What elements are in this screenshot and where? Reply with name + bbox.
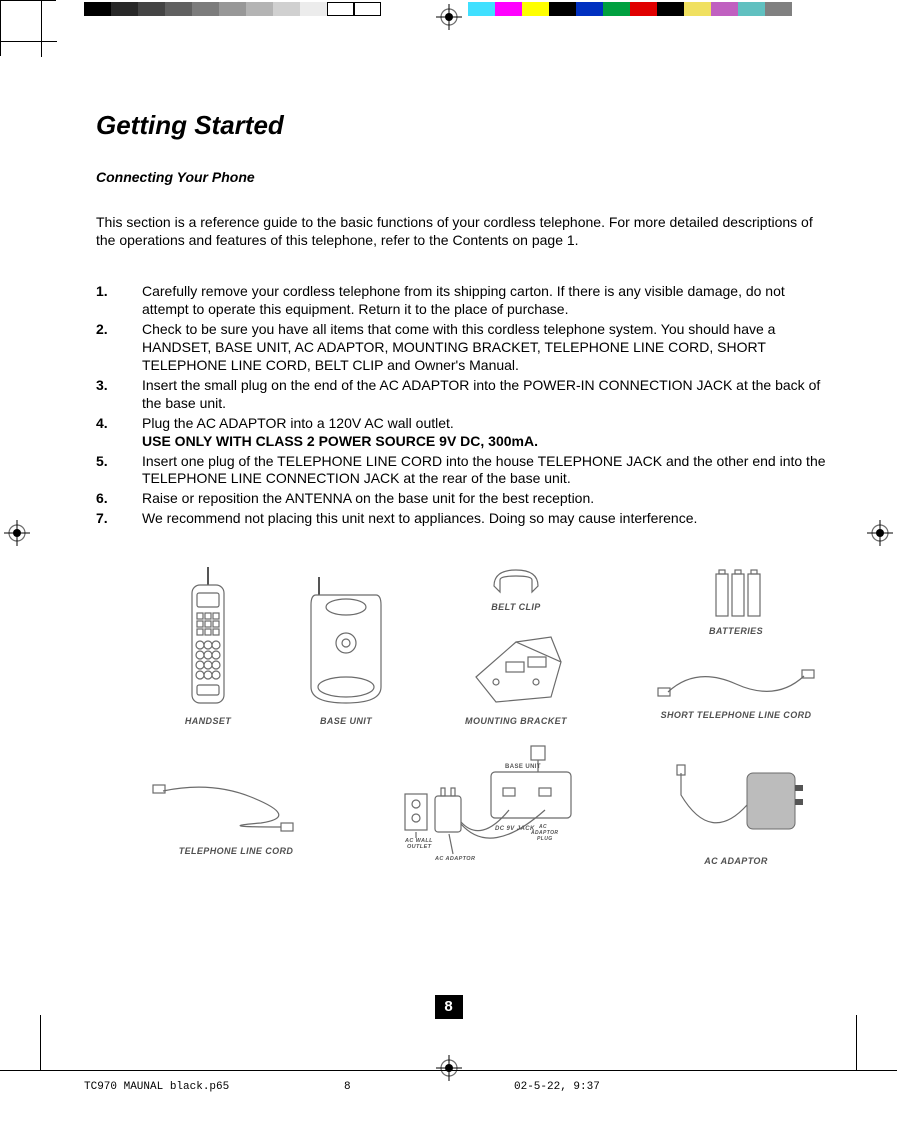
diag-label-adaptor: AC ADAPTOR: [434, 856, 475, 862]
step-number: 3.: [96, 377, 142, 413]
step-item: 1.Carefully remove your cordless telepho…: [96, 283, 833, 319]
footer: TC970 MAUNAL black.p65 8 02-5-22, 9:37: [84, 1081, 833, 1093]
illustration-area: HANDSET BASE UNIT BELT CLIP: [96, 562, 833, 922]
steps-list: 1.Carefully remove your cordless telepho…: [96, 283, 833, 528]
footer-filename: TC970 MAUNAL black.p65: [84, 1081, 344, 1093]
illus-handset: HANDSET: [168, 562, 248, 726]
crop-mark-tl: [0, 0, 56, 56]
step-item: 2.Check to be sure you have all items th…: [96, 321, 833, 375]
label-belt-clip: BELT CLIP: [456, 602, 576, 612]
step-number: 2.: [96, 321, 142, 375]
label-mounting-bracket: MOUNTING BRACKET: [446, 716, 586, 726]
illus-belt-clip: BELT CLIP: [456, 562, 576, 612]
step-text: Insert one plug of the TELEPHONE LINE CO…: [142, 453, 833, 489]
label-short-cord: SHORT TELEPHONE LINE CORD: [636, 710, 836, 720]
step-item: 6.Raise or reposition the ANTENNA on the…: [96, 490, 833, 508]
illus-mounting-bracket: MOUNTING BRACKET: [446, 622, 586, 726]
label-handset: HANDSET: [168, 716, 248, 726]
step-item: 5.Insert one plug of the TELEPHONE LINE …: [96, 453, 833, 489]
illus-base-unit: BASE UNIT: [296, 572, 396, 726]
footer-date: 02-5-22, 9:37: [514, 1081, 833, 1093]
footer-page: 8: [344, 1081, 514, 1093]
svg-text:PLUG: PLUG: [537, 836, 553, 842]
label-tel-cord: TELEPHONE LINE CORD: [146, 846, 326, 856]
step-text: We recommend not placing this unit next …: [142, 510, 833, 528]
illus-short-cord: SHORT TELEPHONE LINE CORD: [636, 662, 836, 720]
illus-batteries: BATTERIES: [666, 562, 806, 636]
section-heading: Connecting Your Phone: [96, 169, 833, 185]
colorbar-colors: [468, 2, 792, 16]
diag-label-dc: DC 9V JACK: [495, 826, 535, 832]
page-number-box: 8: [435, 995, 463, 1019]
step-number: 7.: [96, 510, 142, 528]
colorbar-grayscale: [84, 2, 381, 16]
page-title: Getting Started: [96, 110, 833, 141]
step-number: 5.: [96, 453, 142, 489]
step-item: 3.Insert the small plug on the end of th…: [96, 377, 833, 413]
step-number: 4.: [96, 415, 142, 451]
step-text: Plug the AC ADAPTOR into a 120V AC wall …: [142, 415, 833, 451]
crop-mark-br: [841, 1015, 897, 1071]
label-base-unit: BASE UNIT: [296, 716, 396, 726]
registration-mark-bottom: [436, 1055, 462, 1081]
crop-mark-bl: [0, 1015, 56, 1071]
step-item: 7.We recommend not placing this unit nex…: [96, 510, 833, 528]
label-ac-adaptor: AC ADAPTOR: [656, 856, 816, 866]
registration-mark-left: [4, 520, 30, 546]
step-text: Raise or reposition the ANTENNA on the b…: [142, 490, 833, 508]
step-number: 1.: [96, 283, 142, 319]
step-text: Carefully remove your cordless telephone…: [142, 283, 833, 319]
label-batteries: BATTERIES: [666, 626, 806, 636]
step-item: 4.Plug the AC ADAPTOR into a 120V AC wal…: [96, 415, 833, 451]
svg-text:OUTLET: OUTLET: [407, 844, 432, 850]
intro-paragraph: This section is a reference guide to the…: [96, 213, 833, 249]
diag-label-base: BASE UNIT: [505, 764, 541, 770]
step-text: Insert the small plug on the end of the …: [142, 377, 833, 413]
step-number: 6.: [96, 490, 142, 508]
illus-tel-cord: TELEPHONE LINE CORD: [146, 772, 326, 856]
footer-divider: [40, 1070, 857, 1071]
illus-connection-diagram: BASE UNIT DC 9V JACK AC ADAPTOR PLUG AC …: [386, 742, 606, 870]
illus-ac-adaptor: AC ADAPTOR: [656, 752, 816, 866]
registration-mark-right: [867, 520, 893, 546]
page-content: Getting Started Connecting Your Phone Th…: [96, 110, 833, 922]
registration-mark-top: [436, 4, 462, 30]
step-text: Check to be sure you have all items that…: [142, 321, 833, 375]
